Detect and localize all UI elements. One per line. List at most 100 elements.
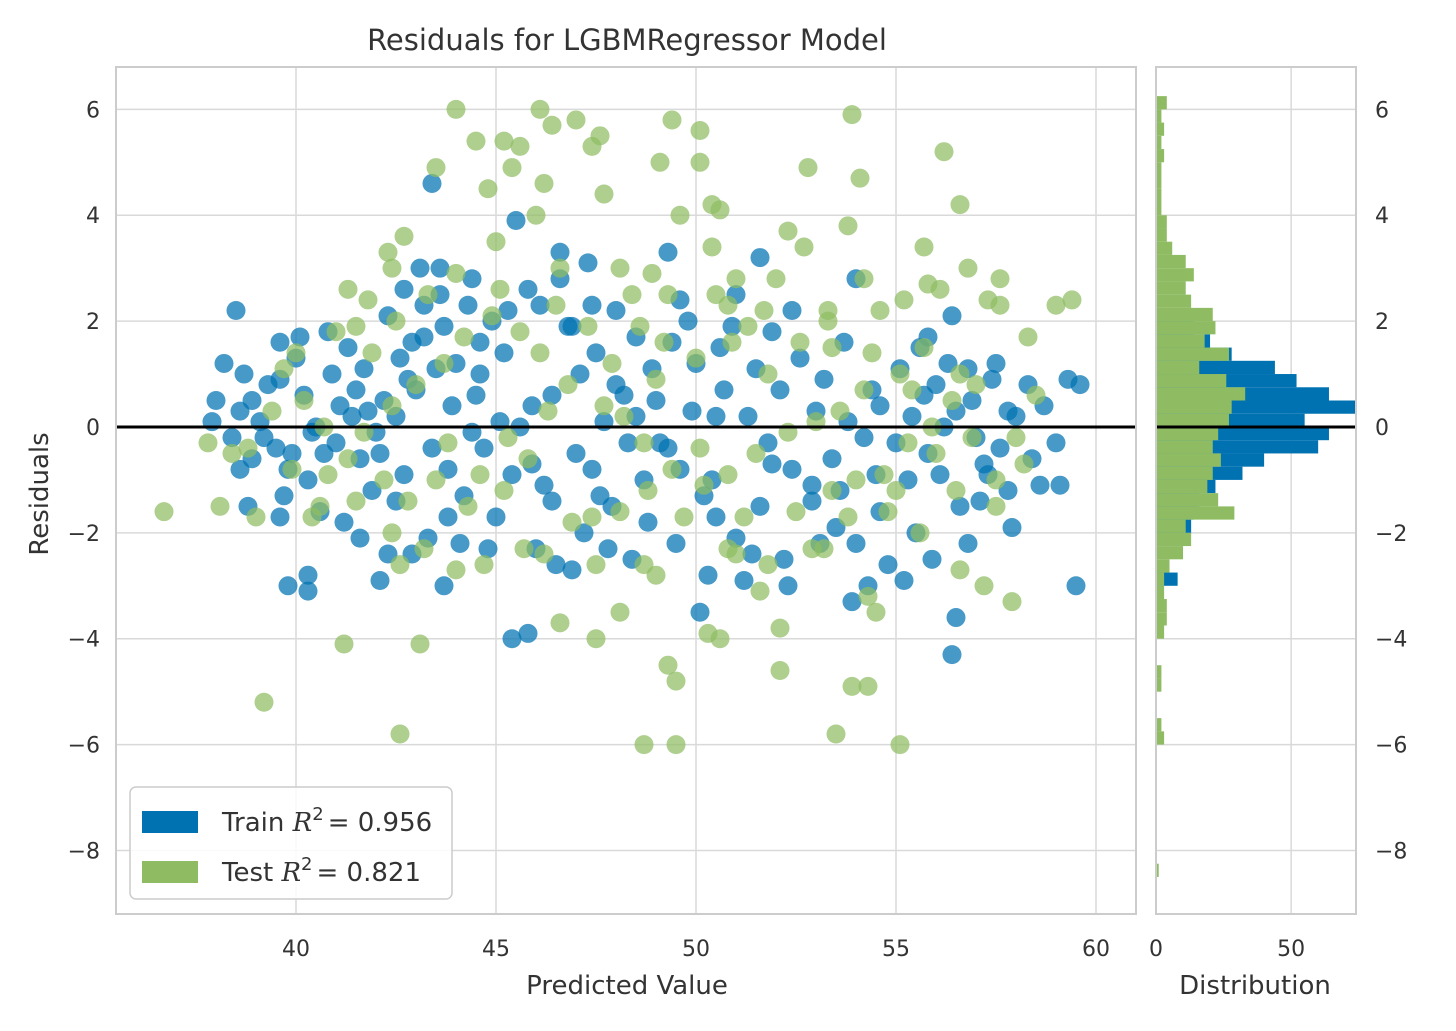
- scatter-point-train: [762, 454, 782, 474]
- scatter-point-train: [586, 343, 606, 363]
- x-tick-label: 55: [882, 937, 910, 962]
- scatter-point-train: [370, 443, 390, 463]
- histogram-bar-test: [1156, 718, 1162, 732]
- scatter-point-train: [614, 385, 634, 405]
- scatter-point-test: [634, 433, 654, 453]
- x-tick-label: 45: [482, 937, 510, 962]
- scatter-point-test: [842, 676, 862, 696]
- scatter-point-train: [254, 428, 274, 448]
- scatter-point-test: [438, 433, 458, 453]
- scatter-point-test: [670, 205, 690, 225]
- histogram-bar-test: [1156, 162, 1162, 176]
- scatter-point-test: [294, 391, 314, 411]
- scatter-point-test: [666, 671, 686, 691]
- scatter-point-test: [514, 539, 534, 559]
- scatter-point-test: [686, 348, 706, 368]
- histogram-axis-title: Distribution: [1179, 971, 1331, 1001]
- histogram-bar-test: [1156, 347, 1229, 361]
- scatter-point-train: [846, 533, 866, 553]
- scatter-point-train: [982, 369, 1002, 389]
- legend-test-prefix: Test: [221, 858, 273, 888]
- scatter-point-train: [206, 391, 226, 411]
- tick-labels: 40 45 50 55 60 6 6 4 4 2 2 0 0 −2 −2 −4 −4 −6 −6 −8 −8 0 50: [68, 98, 1408, 962]
- histogram-bar-test: [1156, 863, 1159, 877]
- histogram-bar-test: [1156, 215, 1167, 229]
- scatter-point-test: [734, 507, 754, 527]
- scatter-point-train: [1066, 576, 1086, 596]
- scatter-point-train: [1046, 433, 1066, 453]
- scatter-point-test: [274, 359, 294, 379]
- scatter-point-train: [1030, 475, 1050, 495]
- histogram-bar-test: [1156, 665, 1162, 679]
- scatter-point-test: [550, 613, 570, 633]
- scatter-point-test: [662, 459, 682, 479]
- scatter-point-test: [502, 158, 522, 178]
- scatter-point-train: [234, 364, 254, 384]
- scatter-point-test: [254, 692, 274, 712]
- plot-frames: [115, 66, 1357, 915]
- scatter-point-train: [214, 353, 234, 373]
- scatter-point-train: [658, 438, 678, 458]
- y-tick-label: −4: [68, 628, 100, 653]
- scatter-point-test: [594, 396, 614, 416]
- histogram-bars: [1156, 96, 1356, 877]
- histogram-bar-test: [1156, 400, 1232, 414]
- legend-entry-test: Test R2 = 0.821: [221, 854, 421, 888]
- scatter-point-test: [718, 465, 738, 485]
- scatter-point-test: [974, 576, 994, 596]
- histogram-bar-test: [1156, 201, 1162, 216]
- scatter-point-train: [582, 295, 602, 315]
- scatter-point-test: [886, 481, 906, 500]
- scatter-point-train: [502, 465, 522, 485]
- scatter-point-test: [590, 126, 610, 146]
- scatter-point-test: [246, 507, 266, 527]
- scatter-point-test: [346, 316, 366, 336]
- histogram-bar-test: [1156, 374, 1227, 388]
- scatter-point-test: [586, 555, 606, 575]
- scatter-point-train: [242, 391, 262, 411]
- scatter-point-test: [310, 496, 330, 516]
- histogram-bar-test: [1156, 228, 1167, 242]
- scatter-point-test: [510, 136, 530, 156]
- scatter-point-train: [998, 401, 1018, 421]
- scatter-point-train: [470, 332, 490, 352]
- scatter-point-test: [890, 364, 910, 384]
- scatter-point-test: [634, 555, 654, 575]
- scatter-point-train: [434, 576, 454, 596]
- scatter-point-test: [846, 470, 866, 490]
- x-tick-label: 60: [1082, 937, 1110, 962]
- scatter-point-train: [778, 576, 798, 596]
- scatter-point-train: [714, 380, 734, 400]
- scatter-point-test: [414, 539, 434, 559]
- scatter-point-train: [394, 279, 414, 299]
- scatter-point-train: [870, 396, 890, 416]
- scatter-point-test: [750, 581, 770, 601]
- scatter-point-train: [750, 496, 770, 516]
- scatter-point-test: [374, 470, 394, 490]
- scatter-point-train: [422, 438, 442, 458]
- scatter-point-test: [710, 629, 730, 649]
- scatter-point-test: [494, 131, 514, 151]
- scatter-point-test: [338, 279, 358, 299]
- scatter-point-train: [854, 428, 874, 448]
- scatter-point-test: [630, 316, 650, 336]
- y-axis-title: Residuals: [25, 432, 55, 555]
- scatter-point-train: [274, 486, 294, 506]
- scatter-point-train: [330, 396, 350, 416]
- histogram-bar-test: [1156, 731, 1165, 745]
- scatter-point-train: [442, 396, 462, 416]
- histogram-bar-test: [1156, 599, 1167, 613]
- scatter-point-test: [382, 523, 402, 543]
- scatter-point-train: [762, 322, 782, 342]
- histogram-bar-test: [1156, 281, 1186, 295]
- histogram-bar-test: [1156, 532, 1192, 547]
- scatter-point-test: [814, 539, 834, 559]
- scatter-point-test: [858, 586, 878, 606]
- legend-test-sup: 2: [301, 854, 312, 875]
- scatter-point-train: [338, 338, 358, 358]
- scatter-point-train: [782, 301, 802, 321]
- scatter-point-test: [382, 396, 402, 416]
- scatter-point-test: [1046, 295, 1066, 315]
- scatter-point-test: [798, 158, 818, 178]
